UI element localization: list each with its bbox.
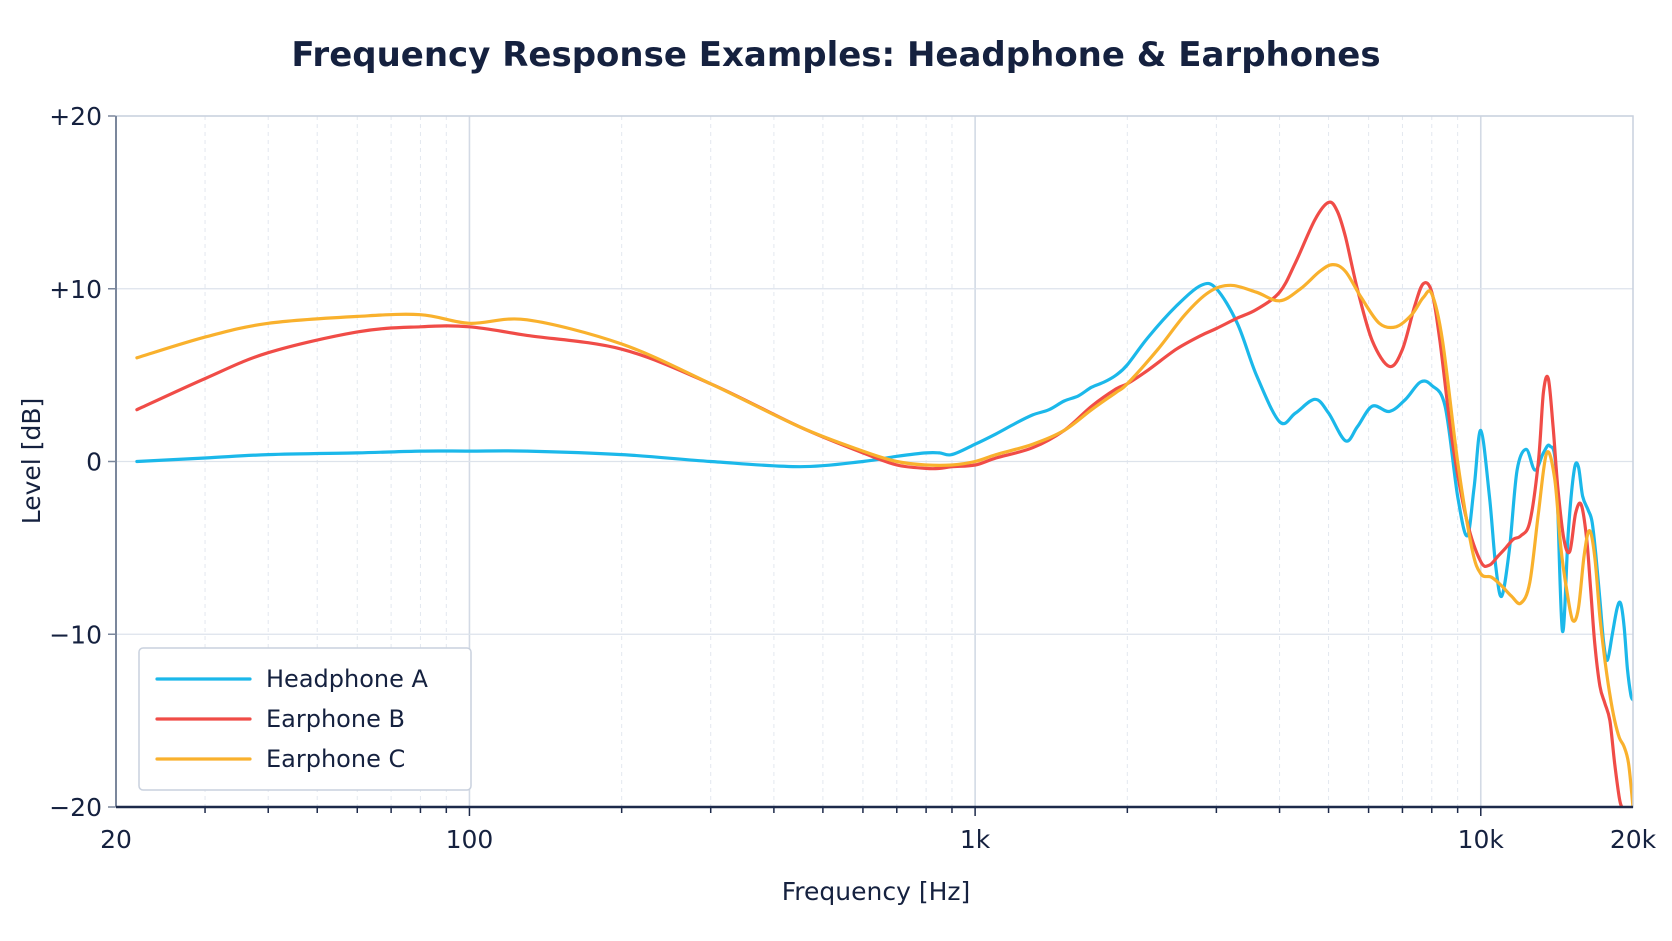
series-line-earphone-c [135,263,1633,807]
y-tick-label: +10 [49,275,102,304]
data-series [135,200,1633,807]
series-line-earphone-b [135,200,1624,807]
tick-labels: 20 100 1k 10k 20k +20 +10 0 −10 −20 [49,102,1656,854]
chart-title: Frequency Response Examples: Headphone &… [291,35,1380,75]
x-tick-label: 1k [960,825,991,854]
axes [115,115,1634,809]
legend-label-earphone-b: Earphone B [266,705,405,733]
legend: Headphone A Earphone B Earphone C [138,647,472,791]
legend-label-earphone-c: Earphone C [266,745,405,773]
x-tick-label: 20k [1610,825,1657,854]
x-axis-label: Frequency [Hz] [782,877,971,906]
y-tick-label: +20 [49,102,102,131]
x-tick-label: 100 [446,825,494,854]
y-axis-label: Level [dB] [17,398,46,524]
x-tick-label: 10k [1458,825,1505,854]
legend-label-headphone-a: Headphone A [266,665,428,693]
y-tick-label: −10 [49,620,102,649]
series-line-headphone-a [135,281,1633,702]
y-tick-label: 0 [86,448,102,477]
legend-box [138,647,472,791]
y-tick-label: −20 [49,793,102,822]
x-tick-label: 20 [100,825,132,854]
